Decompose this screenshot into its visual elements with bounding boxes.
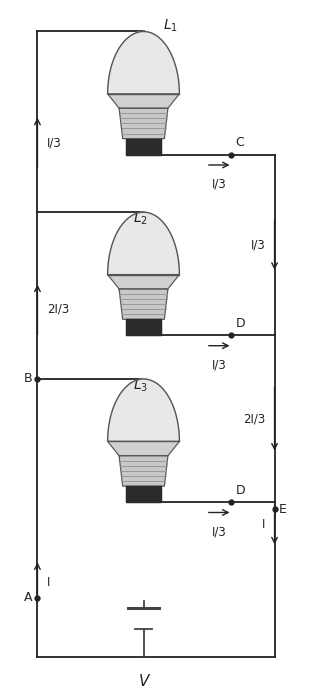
Text: I/3: I/3	[251, 238, 265, 252]
Polygon shape	[119, 456, 168, 486]
Polygon shape	[108, 31, 179, 94]
Text: I/3: I/3	[212, 177, 227, 190]
Polygon shape	[108, 275, 179, 289]
Text: $L_3$: $L_3$	[133, 377, 148, 393]
Polygon shape	[119, 289, 168, 319]
Polygon shape	[119, 108, 168, 138]
Text: $L_1$: $L_1$	[163, 17, 178, 34]
Text: I: I	[262, 518, 265, 531]
Text: 2I/3: 2I/3	[243, 412, 265, 425]
Polygon shape	[108, 441, 179, 456]
Polygon shape	[108, 212, 179, 275]
Text: D: D	[236, 484, 245, 496]
Text: D: D	[236, 317, 245, 329]
Polygon shape	[126, 319, 161, 335]
Text: I: I	[47, 575, 50, 589]
Text: A: A	[24, 591, 33, 604]
Polygon shape	[126, 138, 161, 154]
Text: I/3: I/3	[212, 525, 227, 538]
Text: I/3: I/3	[212, 358, 227, 371]
Polygon shape	[126, 486, 161, 502]
Text: V: V	[138, 674, 149, 689]
Text: E: E	[279, 502, 287, 516]
Text: 2I/3: 2I/3	[47, 303, 69, 316]
Polygon shape	[108, 379, 179, 441]
Text: B: B	[24, 373, 33, 386]
Text: C: C	[236, 136, 244, 149]
Text: I/3: I/3	[47, 136, 61, 149]
Polygon shape	[108, 94, 179, 108]
Text: $L_2$: $L_2$	[133, 211, 148, 227]
